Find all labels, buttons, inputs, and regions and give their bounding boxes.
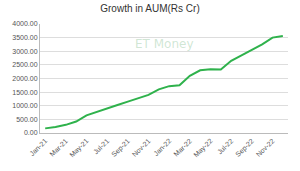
svg-text:May-22: May-22 [192,137,214,159]
svg-text:Jul-21: Jul-21 [92,137,111,156]
svg-text:Jul-22: Jul-22 [216,137,235,156]
svg-text:2500.00: 2500.00 [12,61,37,68]
svg-text:1500.00: 1500.00 [12,89,37,96]
svg-text:3500.00: 3500.00 [12,34,37,41]
svg-text:Nov-21: Nov-21 [131,137,152,158]
svg-text:Jan-22: Jan-22 [152,137,172,157]
svg-text:2000.00: 2000.00 [12,75,37,82]
svg-text:Sep-21: Sep-21 [110,137,132,159]
svg-text:1000.00: 1000.00 [12,102,37,109]
svg-text:Sep-22: Sep-22 [234,137,256,159]
svg-text:May-21: May-21 [68,137,90,159]
svg-text:0.00: 0.00 [24,129,38,136]
svg-text:Jan-21: Jan-21 [28,137,48,157]
svg-text:Growth in AUM(Rs Cr): Growth in AUM(Rs Cr) [100,3,199,14]
svg-text:4000.00: 4000.00 [12,20,37,27]
svg-text:500.00: 500.00 [16,116,38,123]
svg-text:Mar-22: Mar-22 [172,137,193,158]
svg-text:Nov-22: Nov-22 [255,137,276,158]
svg-text:Mar-21: Mar-21 [48,137,69,158]
svg-text:3000.00: 3000.00 [12,48,37,55]
svg-text:ET Money: ET Money [135,37,194,51]
